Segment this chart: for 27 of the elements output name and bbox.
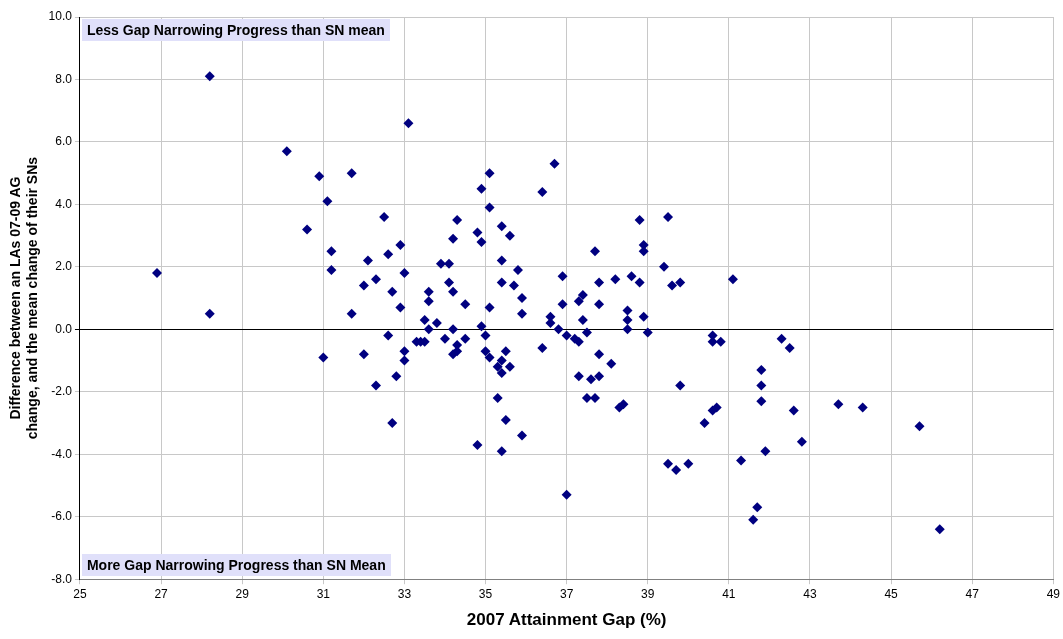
x-tick-label: 41 bbox=[722, 586, 736, 601]
y-tick-label: -4.0 bbox=[51, 446, 73, 461]
y-tick-label: -6.0 bbox=[51, 509, 73, 524]
y-tick-label: 6.0 bbox=[55, 134, 73, 149]
y-tick-label: 8.0 bbox=[55, 71, 73, 86]
y-tick-label: 10.0 bbox=[48, 9, 73, 24]
x-tick-label: 45 bbox=[884, 586, 899, 601]
y-tick-label: -8.0 bbox=[51, 571, 73, 586]
x-axis-title: 2007 Attainment Gap (%) bbox=[466, 610, 667, 630]
annotation: Less Gap Narrowing Progress than SN mean bbox=[81, 19, 390, 41]
x-tick-label: 31 bbox=[316, 586, 331, 601]
annotation: More Gap Narrowing Progress than SN Mean bbox=[81, 554, 391, 577]
y-axis-title: Difference between an LAs 07-09 AG change, and the mean change of their SNs bbox=[7, 156, 41, 440]
x-tick-label: 29 bbox=[235, 586, 250, 601]
x-tick-label: 47 bbox=[965, 586, 980, 601]
x-tick-label: 25 bbox=[73, 586, 87, 601]
x-tick-label: 33 bbox=[397, 586, 412, 601]
y-tick-label: -2.0 bbox=[51, 384, 73, 399]
y-tick-label: 0.0 bbox=[55, 321, 73, 336]
x-tick-label: 43 bbox=[803, 586, 817, 601]
y-tick-label: 2.0 bbox=[55, 259, 73, 274]
x-tick-label: 27 bbox=[154, 586, 169, 601]
x-tick-label: 37 bbox=[559, 586, 574, 601]
x-tick-label: 35 bbox=[478, 586, 493, 601]
x-tick-label: 49 bbox=[1046, 586, 1061, 601]
y-tick-label: 4.0 bbox=[55, 196, 73, 211]
x-tick-label: 39 bbox=[641, 586, 655, 601]
